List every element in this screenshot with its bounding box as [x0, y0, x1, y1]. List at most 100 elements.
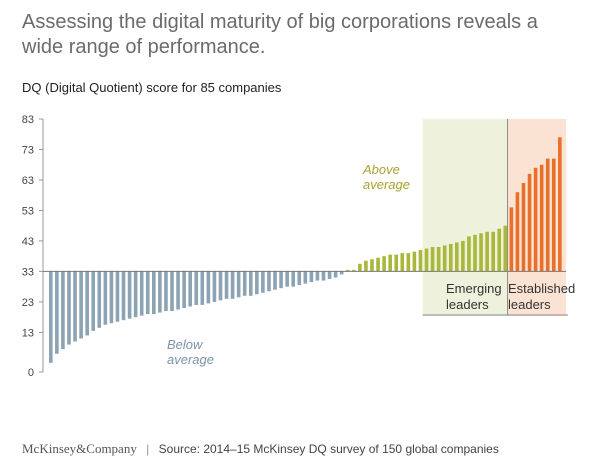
bar [327, 271, 332, 280]
bar [551, 158, 556, 272]
established-leaders-label-line: leaders [508, 297, 551, 312]
bar [273, 271, 277, 290]
bar [152, 271, 156, 315]
y-tick-label: 0 [28, 367, 34, 379]
bar [545, 158, 550, 272]
y-tick-label: 53 [22, 205, 34, 217]
bar [230, 271, 235, 299]
brand-logo-text: McKinsey&Company [22, 441, 137, 456]
bar [394, 254, 399, 272]
y-tick-label: 83 [22, 114, 34, 126]
bar [430, 247, 435, 272]
bar [370, 259, 374, 272]
bar [333, 271, 338, 278]
y-tick-label: 33 [22, 266, 34, 278]
y-tick-label: 23 [22, 297, 34, 309]
bar [218, 271, 223, 301]
bar [176, 271, 180, 310]
bar [145, 271, 150, 315]
bar [248, 271, 253, 296]
bar [73, 271, 77, 342]
bar [455, 242, 459, 272]
y-tick-label: 73 [22, 144, 34, 156]
bar [388, 254, 392, 272]
bar [382, 256, 386, 272]
below-average-label: Below average [167, 337, 214, 367]
bar [412, 251, 417, 272]
bar [279, 271, 283, 289]
bar [188, 271, 192, 307]
bar [533, 167, 538, 272]
bar [139, 271, 144, 316]
bar [539, 164, 544, 272]
bar [115, 271, 120, 322]
bar [345, 269, 350, 272]
bar [164, 271, 168, 312]
bar [109, 271, 114, 324]
bar [158, 271, 162, 313]
bar [424, 248, 429, 272]
y-tick-label: 13 [22, 327, 34, 339]
bar [448, 243, 453, 272]
emerging-leaders-label-line: Emerging [446, 281, 502, 296]
y-tick-label: 43 [22, 236, 34, 248]
bar [309, 271, 314, 283]
emerging-leaders-label: Emerging leaders [446, 281, 502, 312]
bar [497, 228, 502, 272]
bar [558, 137, 562, 272]
bar [133, 271, 138, 318]
emerging-leaders-band [422, 119, 508, 316]
bar [358, 263, 362, 272]
bar [297, 271, 302, 286]
bar [321, 271, 326, 281]
bar [206, 271, 211, 304]
bar [85, 271, 89, 336]
bar [97, 271, 102, 328]
bar [261, 271, 265, 293]
bar [376, 257, 380, 272]
bar [400, 253, 405, 272]
above-average-label-line: Above [362, 162, 400, 177]
above-average-label: Above average [362, 162, 410, 192]
emerging-leaders-label-line: leaders [446, 297, 489, 312]
established-leaders-label: Established leaders [508, 281, 575, 312]
bar [315, 271, 320, 281]
bar [55, 271, 59, 354]
bar [479, 233, 483, 272]
bar [521, 183, 526, 272]
bar [267, 271, 271, 292]
established-leaders-label-line: Established [508, 281, 575, 296]
bar [61, 271, 65, 350]
bar [352, 269, 356, 272]
above-average-label-line: average [363, 177, 410, 192]
bar [291, 271, 295, 287]
bar [503, 225, 508, 272]
bar [473, 234, 477, 272]
bar [242, 271, 247, 296]
bar [491, 231, 495, 272]
chart-title: Assessing the digital maturity of big co… [22, 11, 538, 58]
bar [285, 271, 289, 287]
bar [339, 271, 344, 275]
bar [182, 271, 186, 308]
bar [236, 271, 241, 298]
bar [364, 260, 368, 272]
y-tick-label: 63 [22, 175, 34, 187]
bar [303, 271, 308, 284]
footer-separator: | [146, 442, 150, 456]
bar [49, 271, 53, 363]
bar [79, 271, 83, 339]
chart-subtitle: DQ (Digital Quotient) score for 85 compa… [22, 80, 282, 95]
bar [212, 271, 217, 302]
bar [436, 247, 441, 272]
bar [224, 271, 229, 299]
bar [515, 192, 520, 272]
below-average-label-line: Below [167, 337, 204, 352]
below-average-label-line: average [167, 352, 214, 367]
bar [442, 245, 447, 272]
bar [509, 207, 514, 272]
footer: McKinsey&Company | Source: 2014–15 McKin… [22, 441, 499, 457]
bar [91, 271, 96, 331]
bar [127, 271, 132, 319]
